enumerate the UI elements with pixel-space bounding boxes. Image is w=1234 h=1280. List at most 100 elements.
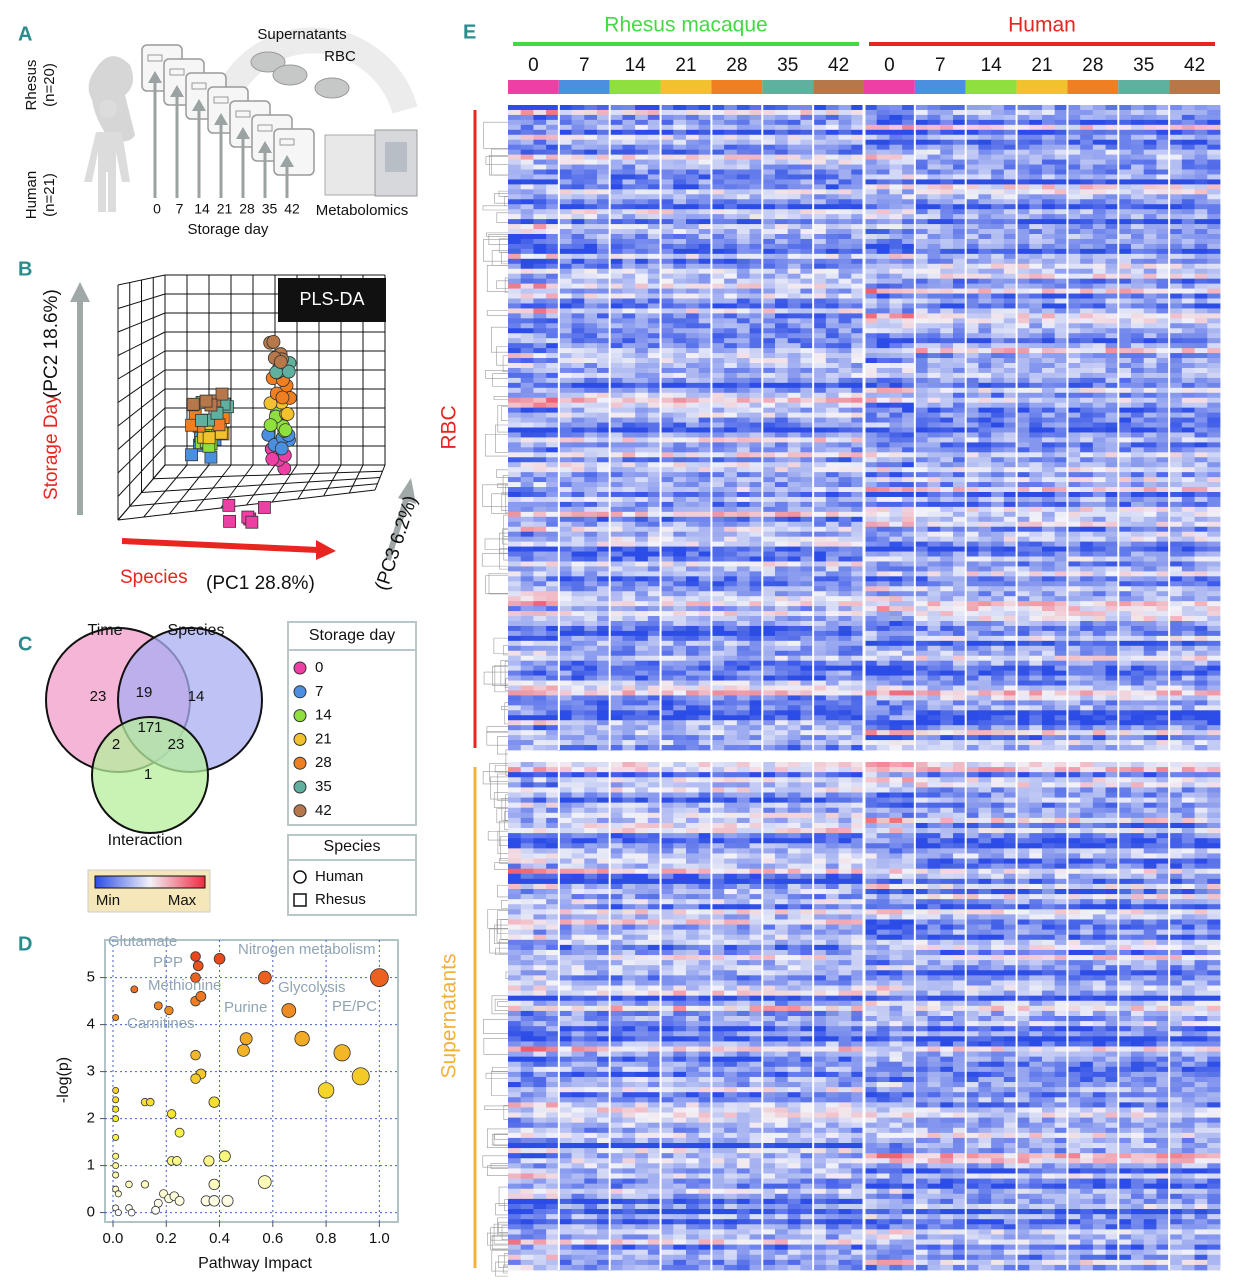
heat-cell — [927, 432, 941, 438]
heat-cell — [1143, 263, 1157, 270]
heat-cell — [838, 477, 852, 483]
heat-cell — [1092, 422, 1106, 428]
heat-cell — [1181, 174, 1195, 180]
heat-cell — [1054, 154, 1068, 160]
heat-cell — [825, 402, 839, 409]
heat-cell — [1080, 119, 1094, 126]
day-color — [711, 80, 763, 94]
heat-cell — [1003, 248, 1017, 255]
heat-cell — [1118, 303, 1132, 309]
heat-cell — [1194, 238, 1208, 245]
heat-cell — [609, 387, 623, 394]
heat-cell — [851, 114, 865, 121]
heat-cell — [914, 432, 928, 438]
heat-cell — [622, 298, 636, 304]
heat-cell — [1207, 119, 1221, 126]
heat-cell — [914, 258, 928, 265]
heat-cell — [1016, 338, 1030, 344]
heat-cell — [838, 501, 852, 508]
heat-cell — [1207, 496, 1221, 503]
heat-cell — [914, 338, 928, 344]
heat-cell — [953, 397, 967, 404]
heat-cell — [622, 139, 636, 146]
heat-cell — [978, 243, 992, 250]
heat-cell — [1181, 338, 1195, 344]
heat-cell — [1131, 358, 1145, 364]
heat-cell — [660, 303, 674, 309]
heat-cell — [533, 199, 547, 205]
heat-cell — [724, 496, 738, 503]
heat-cell — [1105, 144, 1119, 151]
heat-cell — [1067, 318, 1081, 324]
heat-cell — [940, 323, 954, 329]
heat-cell — [1092, 258, 1106, 265]
heat-cell — [914, 452, 928, 458]
heat-cell — [1067, 199, 1081, 205]
heat-cell — [508, 278, 522, 285]
heat-cell — [635, 278, 649, 285]
heat-cell — [1054, 179, 1068, 185]
heat-cell — [1054, 353, 1068, 359]
heat-cell — [635, 144, 649, 151]
heat-cell — [813, 179, 827, 185]
heat-cell — [813, 164, 827, 170]
heat-cell — [889, 139, 903, 146]
heat-cell — [1194, 402, 1208, 409]
heat-cell — [813, 124, 827, 131]
heat-cell — [597, 278, 611, 285]
heat-cell — [965, 288, 979, 294]
heat-cell — [1143, 482, 1157, 488]
heat-cell — [762, 229, 776, 235]
heat-cell — [1054, 229, 1068, 235]
heat-cell — [1156, 382, 1170, 389]
heat-cell — [889, 472, 903, 478]
heat-cell — [1169, 288, 1183, 294]
heat-cell — [1194, 209, 1208, 215]
heat-cell — [953, 114, 967, 121]
heat-cell — [673, 472, 687, 478]
heat-cell — [864, 387, 878, 394]
heat-cell — [1143, 179, 1157, 185]
heat-cell — [558, 412, 572, 418]
heat-cell — [1003, 263, 1017, 270]
heat-cell — [838, 209, 852, 215]
heat-cell — [1207, 194, 1221, 200]
heat-cell — [889, 482, 903, 488]
heat-cell — [1169, 199, 1183, 205]
heat-cell — [1118, 114, 1132, 121]
heat-cell — [1194, 144, 1208, 151]
heat-cell — [813, 363, 827, 369]
heat-cell — [800, 224, 814, 230]
heat-cell — [520, 105, 534, 111]
heat-cell — [1003, 482, 1017, 488]
heat-cell — [889, 377, 903, 384]
heat-cell — [775, 328, 789, 334]
heat-cell — [1092, 432, 1106, 438]
heat-cell — [520, 258, 534, 265]
heat-cell — [660, 338, 674, 344]
heat-cell — [1016, 437, 1030, 443]
heat-cell — [686, 189, 700, 195]
heat-cell — [1092, 467, 1106, 473]
heat-cell — [533, 472, 547, 478]
heat-cell — [724, 169, 738, 175]
heat-cell — [571, 134, 585, 141]
heat-cell — [851, 238, 865, 245]
heat-cell — [978, 377, 992, 384]
heat-cell — [775, 219, 789, 225]
heat-cell — [609, 422, 623, 428]
heat-cell — [813, 308, 827, 314]
heat-cell — [749, 144, 763, 151]
heat-cell — [800, 164, 814, 170]
heat-cell — [1016, 353, 1030, 359]
heat-cell — [571, 422, 585, 428]
heat-cell — [1156, 174, 1170, 180]
heat-cell — [597, 234, 611, 240]
heat-cell — [953, 358, 967, 364]
heat-cell — [508, 303, 522, 309]
heat-cell — [1156, 343, 1170, 349]
heat-cell — [1181, 318, 1195, 324]
heat-cell — [508, 496, 522, 503]
heat-cell — [1194, 214, 1208, 220]
heat-cell — [1207, 229, 1221, 235]
